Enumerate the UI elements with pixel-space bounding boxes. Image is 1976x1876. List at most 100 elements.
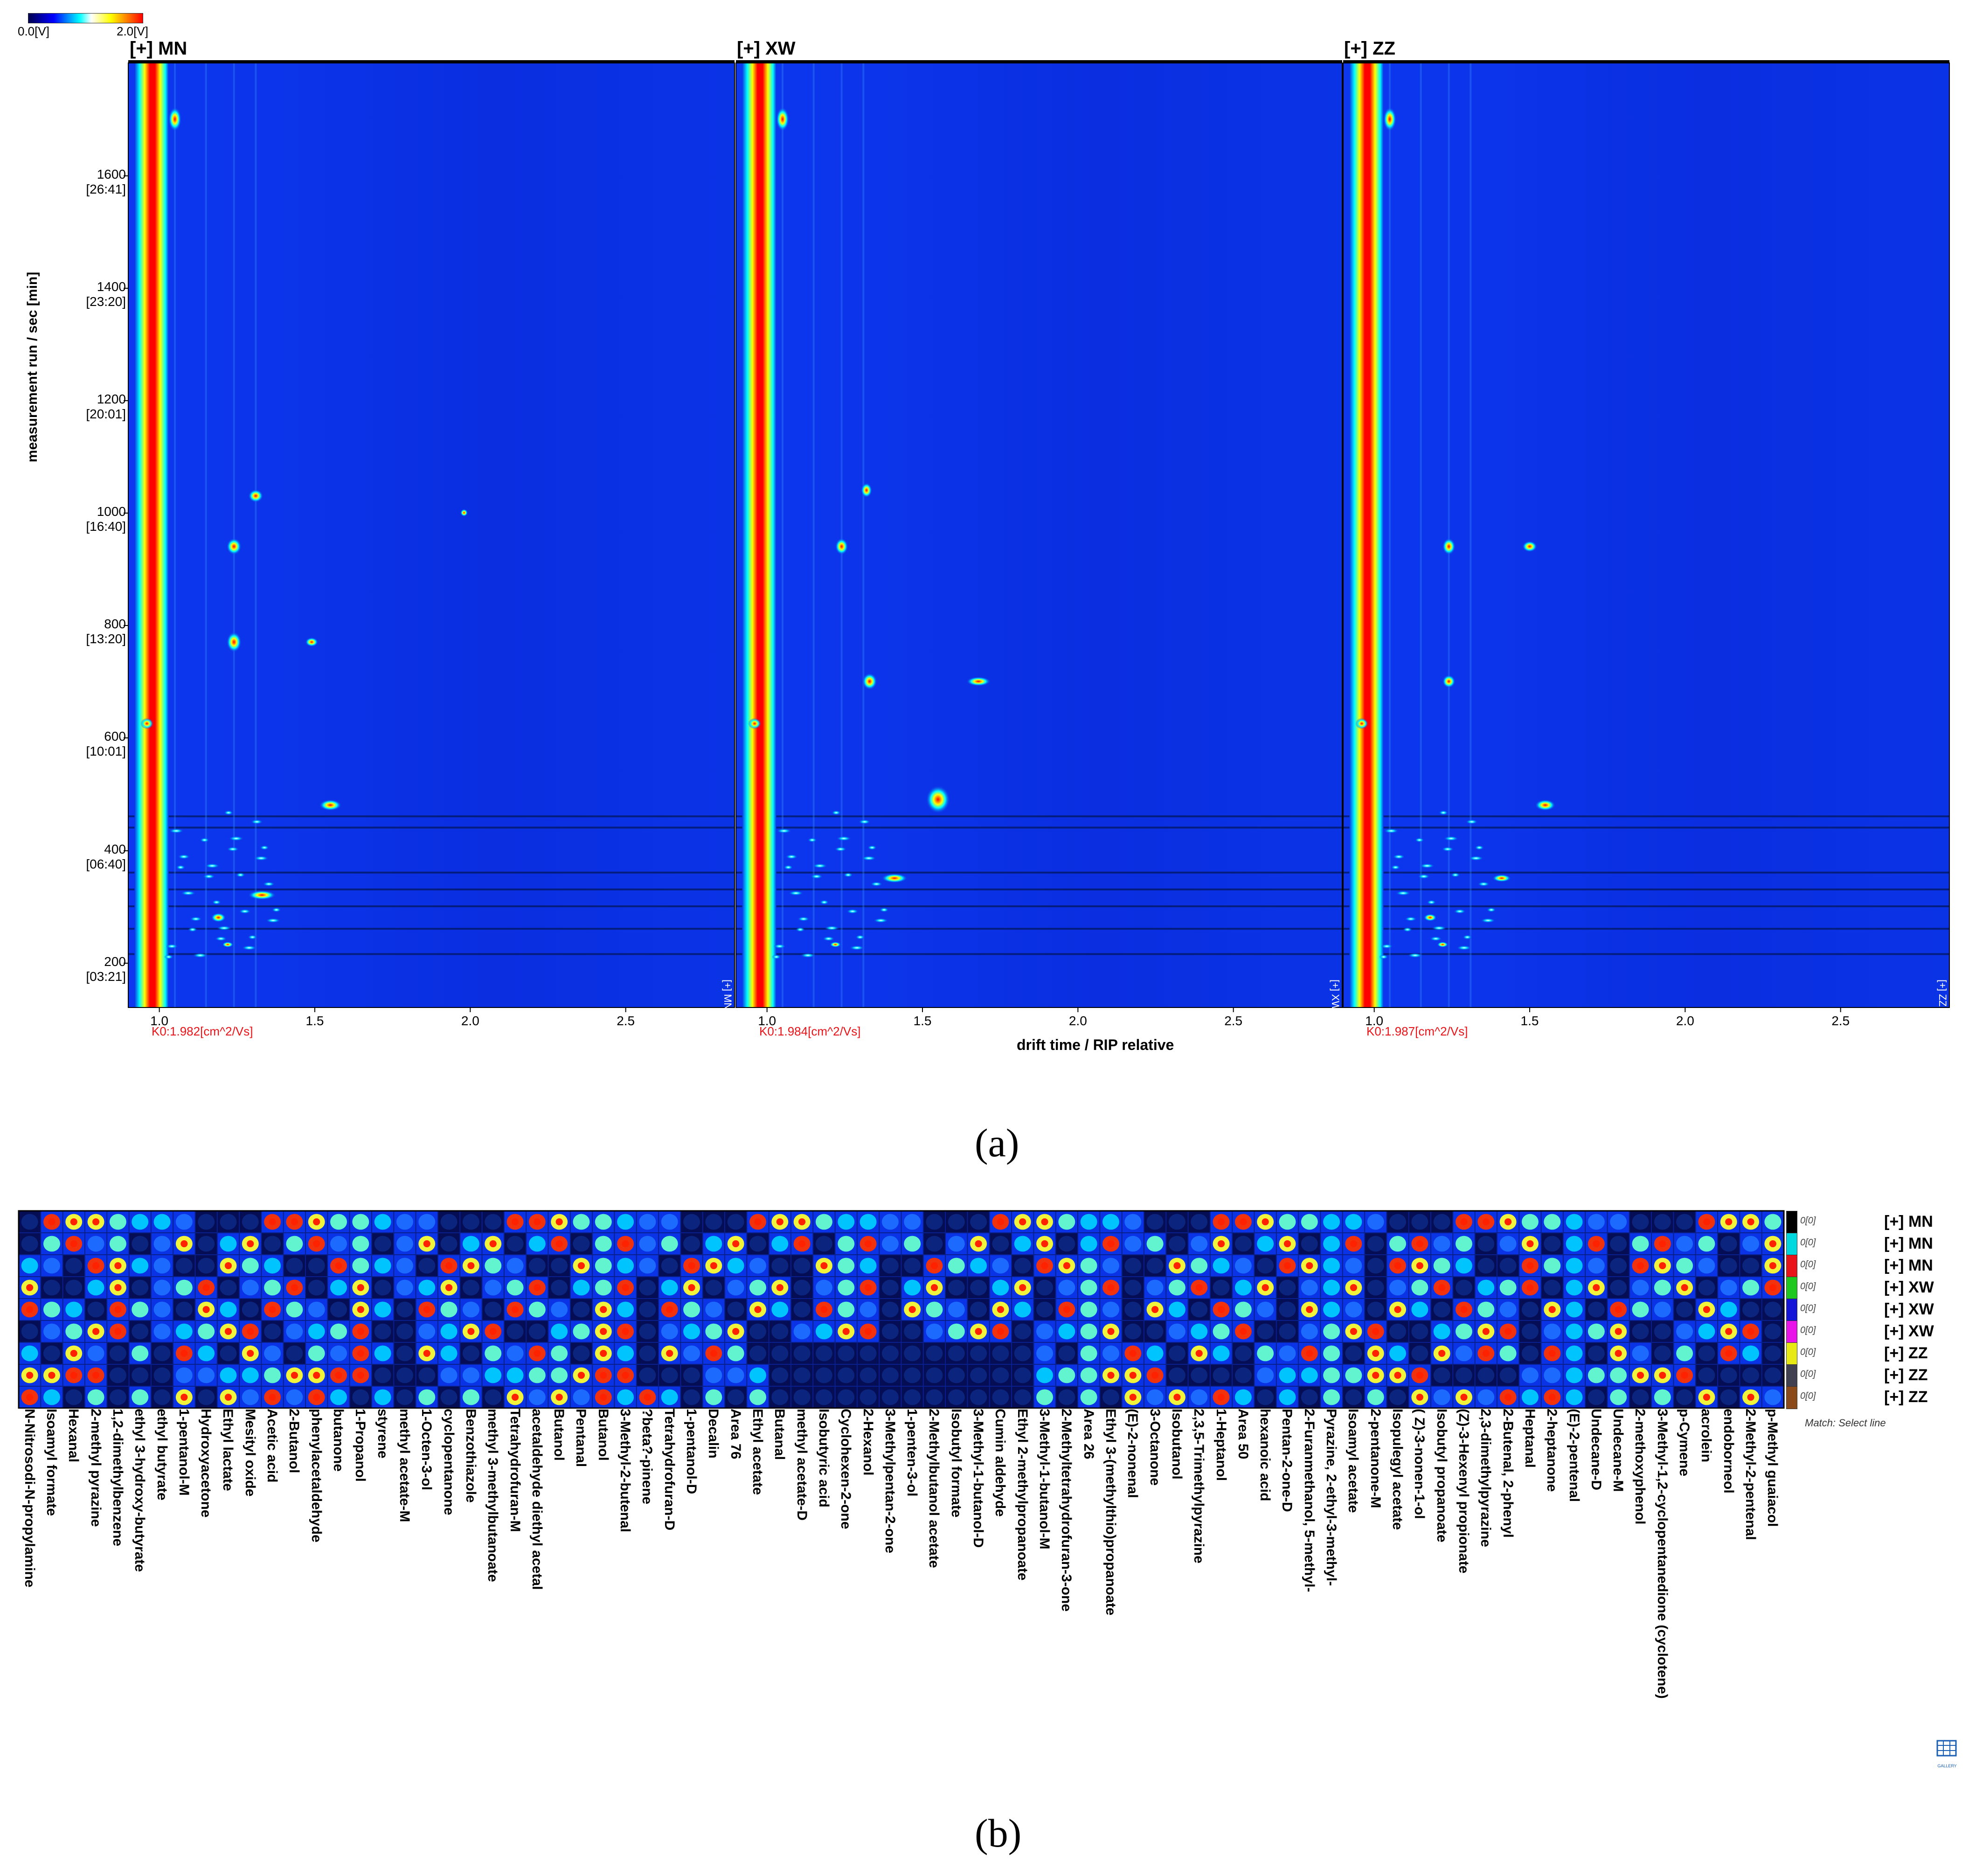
panel-tag: [+] XW <box>1330 980 1341 1011</box>
gallery-spot-core <box>577 1371 585 1379</box>
gallery-spot <box>573 1389 590 1405</box>
gallery-spot-core <box>357 1349 364 1357</box>
row-label[interactable]: [+] XW <box>1884 1278 1934 1296</box>
gallery-spot <box>462 1236 479 1252</box>
signal-spot <box>205 863 220 869</box>
gallery-spot-core <box>754 1306 762 1313</box>
gallery-cell <box>946 1211 967 1232</box>
y-tick-mark <box>124 850 128 851</box>
row-label[interactable]: [+] ZZ <box>1884 1366 1928 1384</box>
gallery-spot <box>242 1258 259 1274</box>
gallery-cell <box>1365 1299 1387 1320</box>
gallery-cell <box>1740 1299 1761 1320</box>
gallery-spot-core <box>666 1349 673 1357</box>
gallery-cell <box>968 1343 989 1364</box>
gallery-spot <box>904 1214 921 1230</box>
gallery-spot-core <box>1548 1306 1556 1313</box>
gallery-spot <box>462 1367 479 1383</box>
gallery-spot <box>1102 1214 1119 1230</box>
row-label[interactable]: [+] MN <box>1884 1213 1933 1230</box>
gallery-spot <box>440 1236 458 1252</box>
panel-tag: [+] ZZ <box>1937 980 1948 1007</box>
gallery-spot-core <box>1041 1262 1048 1270</box>
gallery-spot-core <box>1306 1349 1313 1357</box>
gallery-cell <box>990 1387 1012 1408</box>
gallery-cell <box>438 1233 460 1254</box>
row-value: 0[0] <box>1800 1347 1816 1357</box>
gallery-cell <box>570 1233 592 1254</box>
gallery-cell <box>946 1343 967 1364</box>
gallery-spot <box>1191 1258 1208 1274</box>
row-label[interactable]: [+] ZZ <box>1884 1388 1928 1406</box>
gallery-spot <box>485 1279 502 1296</box>
gallery-cell <box>747 1343 769 1364</box>
gallery-spot-core <box>1240 1218 1247 1226</box>
gallery-spot <box>1566 1258 1583 1274</box>
gallery-spot <box>264 1279 281 1296</box>
gallery-cell <box>769 1365 790 1386</box>
gallery-spot <box>528 1389 546 1405</box>
gallery-spot <box>1213 1279 1230 1296</box>
gallery-spot <box>771 1236 789 1252</box>
gallery-cell <box>1056 1233 1077 1254</box>
gallery-spot-core <box>1283 1240 1291 1248</box>
gallery-spot-core <box>180 1393 188 1401</box>
row-label[interactable]: [+] XW <box>1884 1322 1934 1340</box>
gallery-spot <box>374 1345 391 1362</box>
gallery-spot <box>1036 1367 1054 1383</box>
gallery-spot-core <box>600 1393 607 1401</box>
gallery-spot-core <box>1107 1240 1115 1248</box>
gallery-frame <box>18 1210 1785 1409</box>
gallery-spot <box>705 1236 722 1252</box>
row-color-swatch <box>1786 1364 1797 1387</box>
gallery-spot <box>462 1301 479 1318</box>
gallery-spot <box>771 1301 789 1318</box>
gallery-icon[interactable]: GALLERY <box>1935 1740 1959 1768</box>
gallery-cell <box>1365 1255 1387 1276</box>
row-label[interactable]: [+] ZZ <box>1884 1344 1928 1362</box>
gallery-cell <box>240 1299 261 1320</box>
gallery-cell <box>1586 1343 1607 1364</box>
gallery-cell <box>394 1365 416 1386</box>
gallery-cell <box>880 1321 901 1342</box>
gallery-cell <box>1188 1211 1210 1232</box>
gallery-cell <box>460 1211 482 1232</box>
gallery-spot <box>1499 1258 1517 1274</box>
gallery-spot <box>1345 1345 1362 1362</box>
row-label[interactable]: [+] XW <box>1884 1300 1934 1318</box>
gallery-spot <box>815 1214 832 1230</box>
signal-spot <box>224 810 233 815</box>
gallery-spot-core <box>732 1240 740 1248</box>
gallery-spot <box>43 1323 60 1340</box>
gallery-cell <box>19 1211 41 1232</box>
gallery-spot <box>1720 1389 1737 1405</box>
gallery-spot <box>87 1236 104 1252</box>
gallery-spot <box>485 1367 502 1383</box>
gallery-spot <box>440 1389 458 1405</box>
gallery-spot <box>175 1214 193 1230</box>
gallery-spot <box>485 1389 502 1405</box>
gallery-spot <box>286 1301 303 1318</box>
gallery-spot <box>1124 1214 1142 1230</box>
gallery-spot <box>1698 1279 1715 1296</box>
gallery-spot <box>396 1367 413 1383</box>
gallery-cell <box>19 1233 41 1254</box>
gallery-spot-core <box>511 1393 519 1401</box>
gallery-spot <box>418 1258 436 1274</box>
row-label[interactable]: [+] MN <box>1884 1257 1933 1274</box>
row-label[interactable]: [+] MN <box>1884 1235 1933 1252</box>
gallery-cell <box>129 1233 151 1254</box>
gallery-spot <box>1610 1367 1627 1383</box>
gallery-spot <box>705 1389 722 1405</box>
gallery-spot <box>1036 1345 1054 1362</box>
gallery-spot <box>551 1367 568 1383</box>
gallery-cell <box>195 1387 217 1408</box>
gallery-cell <box>637 1321 659 1342</box>
gallery-cell <box>791 1365 813 1386</box>
gallery-spot-core <box>1394 1262 1401 1270</box>
panel-title-zz: [+] ZZ <box>1344 38 1395 59</box>
gallery-spot <box>1257 1345 1274 1362</box>
gallery-spot <box>1433 1236 1450 1252</box>
gallery-spot <box>175 1367 193 1383</box>
gallery-cell <box>1343 1387 1365 1408</box>
